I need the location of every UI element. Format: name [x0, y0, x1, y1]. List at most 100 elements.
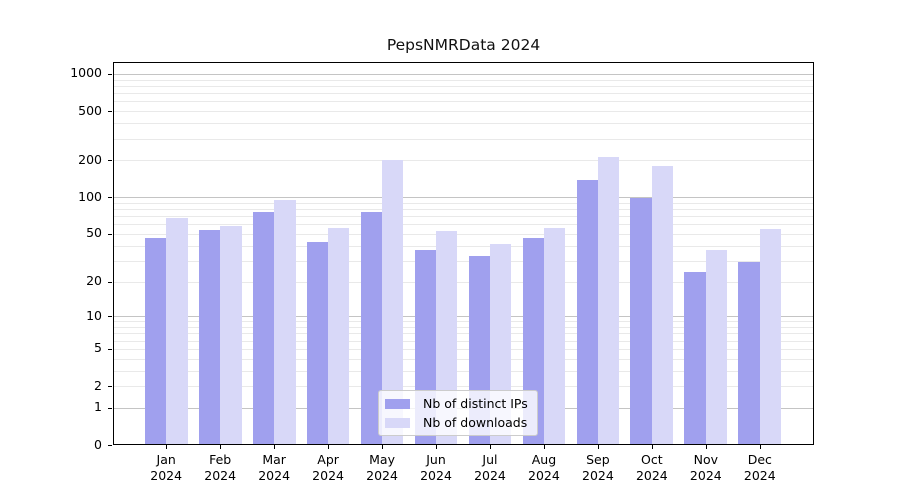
- x-axis-tick-label: Oct 2024: [622, 452, 682, 483]
- gridline-900: [112, 79, 814, 81]
- y-axis-tick: [108, 316, 112, 318]
- y-axis-tick: [108, 386, 112, 388]
- gridline-400: [112, 123, 814, 125]
- gridline-10: [112, 316, 814, 318]
- x-axis-tick-label: Jan 2024: [136, 452, 196, 483]
- x-axis-tick: [382, 445, 384, 449]
- bar-downloads-feb: [220, 226, 242, 445]
- x-axis-year-label: 2024: [204, 467, 237, 483]
- x-axis-tick: [651, 445, 654, 449]
- chart-title: PepsNMRData 2024: [386, 36, 541, 54]
- y-axis-tick-label: 50: [86, 225, 102, 241]
- legend-swatch-downloads: [385, 417, 410, 428]
- bar-downloads-mar: [274, 199, 296, 445]
- y-axis-tick-label: 500: [78, 102, 102, 118]
- gridline-1000: [112, 73, 814, 75]
- x-axis-year-label: 2024: [150, 467, 183, 483]
- gridline-5: [112, 348, 814, 350]
- gridline-200: [112, 160, 814, 162]
- x-axis-tick: [543, 445, 546, 449]
- gridline-40: [112, 245, 814, 247]
- bar-distinct-ips-oct: [630, 198, 652, 445]
- x-axis-tick-label: Mar 2024: [244, 452, 304, 483]
- bar-distinct-ips-dec: [738, 262, 760, 445]
- bar-downloads-oct: [651, 165, 674, 445]
- bar-downloads-apr: [328, 227, 350, 445]
- y-axis-tick-label: 2: [94, 377, 102, 393]
- y-axis-tick-label: 0: [94, 436, 102, 452]
- x-axis-tick-label: Jul 2024: [460, 452, 520, 483]
- y-axis-tick-label: 20: [86, 273, 102, 288]
- y-axis-tick-label: 200: [78, 151, 102, 167]
- x-axis-tick-label: Sep 2024: [568, 452, 628, 483]
- x-axis-tick: [274, 445, 276, 449]
- x-axis-year-label: 2024: [635, 467, 668, 483]
- x-axis-year-label: 2024: [312, 467, 344, 483]
- y-axis-tick: [108, 233, 112, 236]
- y-axis-tick-label: 1000: [70, 65, 102, 81]
- x-axis-tick-label: Aug 2024: [514, 452, 574, 483]
- x-axis-tick: [759, 445, 761, 449]
- bar-downloads-aug: [543, 227, 566, 445]
- y-axis-tick: [108, 281, 112, 283]
- legend-item-distinct-ips: Nb of distinct IPs: [385, 396, 528, 411]
- gridline-8: [112, 327, 814, 328]
- gridline-30: [112, 260, 814, 262]
- legend: Nb of distinct IPs Nb of downloads: [378, 390, 538, 436]
- y-axis-tick-label: 5: [94, 340, 102, 356]
- y-axis-tick: [108, 73, 112, 76]
- y-axis-tick-label: 100: [78, 188, 102, 204]
- y-axis-tick: [108, 160, 112, 162]
- x-axis-tick: [705, 445, 708, 449]
- legend-label-downloads: Nb of downloads: [423, 415, 528, 430]
- bar-downloads-sep: [597, 156, 620, 445]
- gridline-9: [112, 321, 814, 323]
- bar-downloads-dec: [759, 228, 782, 445]
- bar-distinct-ips-apr: [306, 241, 329, 445]
- gridline-6: [112, 340, 814, 342]
- y-axis-tick: [108, 445, 112, 447]
- x-axis-tick: [220, 445, 222, 449]
- x-axis-tick: [166, 445, 168, 449]
- x-axis-year-label: 2024: [689, 467, 722, 483]
- gridline-500: [112, 111, 814, 113]
- gridline-700: [112, 93, 814, 95]
- y-axis-tick: [108, 197, 112, 199]
- bar-downloads-nov: [705, 249, 728, 445]
- x-axis-year-label: 2024: [582, 467, 614, 483]
- x-axis-tick-label: Apr 2024: [298, 452, 358, 483]
- bar-distinct-ips-feb: [198, 229, 221, 445]
- gridline-60: [112, 224, 814, 226]
- x-axis-tick: [597, 445, 600, 449]
- x-axis-tick-label: Dec 2024: [730, 452, 790, 483]
- gridline-50: [112, 233, 814, 235]
- bar-downloads-may: [382, 159, 404, 445]
- y-axis-tick: [108, 407, 112, 409]
- x-axis-year-label: 2024: [366, 467, 398, 483]
- bar-downloads-jan: [166, 217, 188, 445]
- y-axis-tick-label: 1: [94, 399, 102, 415]
- bar-distinct-ips-mar: [252, 211, 275, 445]
- gridline-7: [112, 333, 814, 335]
- x-axis-tick: [436, 445, 438, 449]
- y-axis-tick-label: 10: [86, 307, 102, 323]
- legend-item-downloads: Nb of downloads: [385, 415, 528, 430]
- gridline-600: [112, 101, 814, 103]
- gridline-20: [112, 281, 814, 283]
- gridline-800: [112, 85, 814, 87]
- bar-distinct-ips-jan: [144, 238, 167, 445]
- x-axis-tick-label: May 2024: [352, 452, 412, 483]
- x-axis-year-label: 2024: [474, 467, 506, 483]
- gridline-90: [112, 202, 814, 204]
- y-axis-tick: [108, 111, 112, 113]
- x-axis-year-label: 2024: [258, 467, 291, 483]
- legend-label-distinct-ips: Nb of distinct IPs: [423, 396, 528, 411]
- legend-swatch-distinct-ips: [385, 398, 410, 409]
- gridline-70: [112, 216, 814, 218]
- gridline-100: [112, 197, 814, 199]
- x-axis-year-label: 2024: [528, 467, 560, 483]
- gridline-4: [112, 358, 814, 360]
- x-axis-year-label: 2024: [420, 467, 452, 483]
- x-axis-tick-label: Jun 2024: [406, 452, 466, 483]
